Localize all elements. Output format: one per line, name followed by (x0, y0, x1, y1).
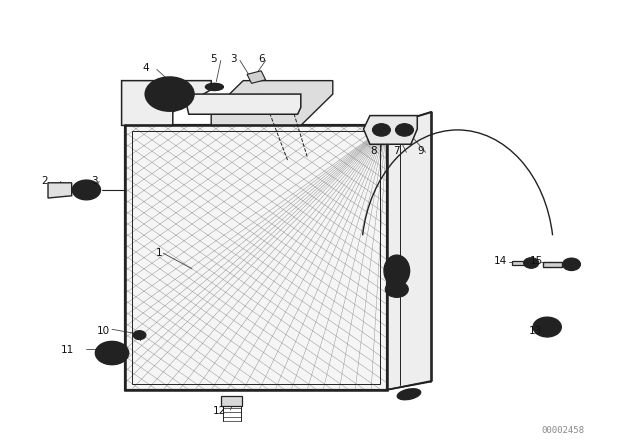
Circle shape (396, 124, 413, 136)
Bar (132, 131, 380, 384)
Circle shape (533, 317, 561, 337)
Text: 7: 7 (394, 146, 400, 156)
Bar (125, 125, 387, 390)
Polygon shape (364, 116, 417, 144)
Bar (125, 125, 387, 390)
Circle shape (133, 331, 146, 340)
Polygon shape (221, 396, 242, 406)
Text: 6: 6 (258, 54, 264, 64)
Text: 14: 14 (494, 256, 507, 266)
Circle shape (162, 89, 177, 99)
Polygon shape (211, 81, 333, 125)
Circle shape (372, 124, 390, 136)
Text: 13: 13 (529, 326, 542, 336)
Bar (543, 262, 562, 267)
Circle shape (541, 323, 554, 332)
Circle shape (385, 281, 408, 297)
Circle shape (154, 83, 186, 105)
Text: 9: 9 (418, 146, 424, 156)
Polygon shape (122, 81, 211, 125)
Text: 15: 15 (530, 256, 543, 266)
Bar (125, 125, 387, 390)
Circle shape (104, 348, 120, 358)
Bar (512, 261, 526, 265)
Polygon shape (186, 94, 301, 114)
Text: 12: 12 (213, 406, 226, 416)
Circle shape (563, 258, 580, 271)
Text: 8: 8 (370, 146, 376, 156)
Circle shape (524, 258, 539, 268)
Circle shape (95, 341, 129, 365)
Polygon shape (387, 112, 432, 390)
Text: 1: 1 (156, 248, 162, 258)
Text: 00002458: 00002458 (541, 426, 585, 435)
Text: 5: 5 (210, 54, 216, 64)
Circle shape (72, 180, 100, 200)
Polygon shape (247, 71, 266, 83)
Text: 11: 11 (61, 345, 74, 355)
Text: 3: 3 (92, 176, 98, 185)
Circle shape (145, 77, 194, 111)
Text: 10: 10 (97, 326, 110, 336)
Text: 3: 3 (230, 54, 237, 64)
Text: 4: 4 (143, 63, 149, 73)
Text: 2: 2 (42, 176, 48, 185)
Ellipse shape (384, 255, 410, 287)
Ellipse shape (397, 389, 420, 400)
Polygon shape (48, 183, 72, 198)
Ellipse shape (205, 83, 223, 90)
Circle shape (80, 185, 93, 194)
